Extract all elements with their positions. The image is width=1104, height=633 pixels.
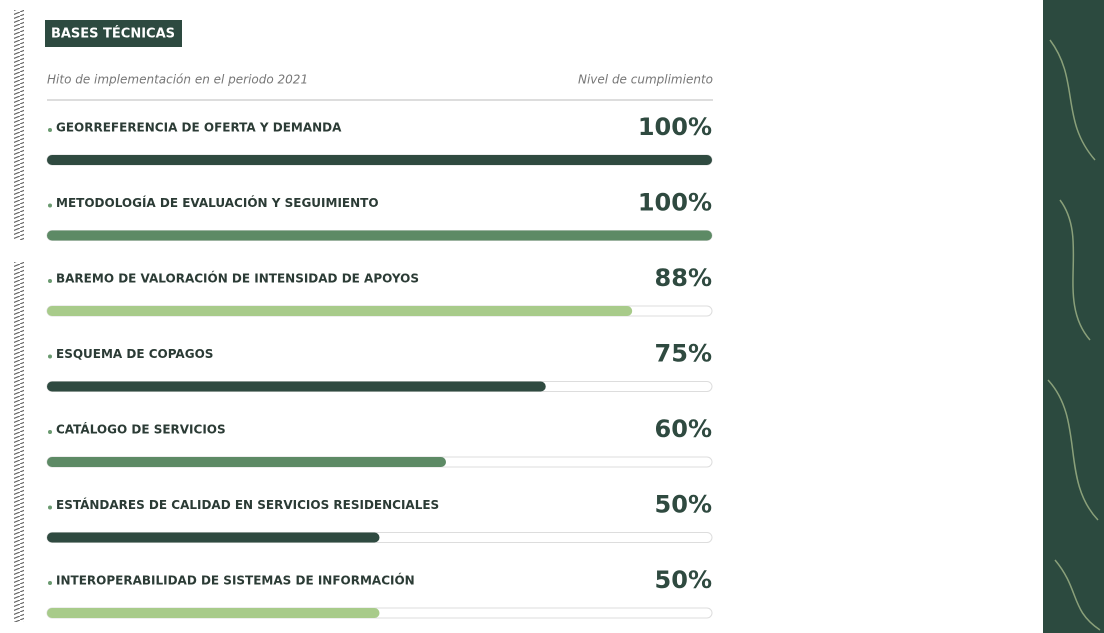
item-label: METODOLOGÍA DE EVALUACIÓN Y SEGUIMIENTO (56, 195, 379, 210)
item-label: GEORREFERENCIA DE OFERTA Y DEMANDA (56, 121, 342, 135)
value-header: Nivel de cumplimiento (578, 73, 713, 87)
value-label: 100% (638, 189, 712, 217)
bullet (48, 506, 52, 510)
side-panel (1043, 0, 1104, 633)
bullet (48, 279, 52, 283)
item-label: ESTÁNDARES DE CALIDAD EN SERVICIOS RESID… (56, 497, 439, 512)
item-label: BAREMO DE VALORACIÓN DE INTENSIDAD DE AP… (56, 271, 419, 286)
page: BASES TÉCNICAS Hito de implementación en… (0, 0, 1104, 633)
value-label: 60% (655, 415, 712, 443)
title: BASES TÉCNICAS (51, 26, 175, 42)
bar (47, 306, 632, 316)
value-label: 50% (655, 566, 712, 594)
category-header: Hito de implementación en el periodo 202… (47, 73, 308, 87)
value-label: 88% (655, 264, 712, 292)
value-label: 75% (655, 340, 712, 368)
bar (47, 155, 712, 165)
edge-decoration (14, 10, 24, 240)
bullet (48, 581, 52, 585)
edge-decoration (14, 262, 24, 622)
bar (47, 382, 546, 392)
bullet (48, 128, 52, 132)
bar (47, 533, 380, 543)
bullet (48, 355, 52, 359)
item-label: ESQUEMA DE COPAGOS (56, 347, 213, 361)
item-label: INTEROPERABILIDAD DE SISTEMAS DE INFORMA… (56, 573, 415, 588)
item-label: CATÁLOGO DE SERVICIOS (56, 422, 226, 437)
bar (47, 231, 712, 241)
value-label: 50% (655, 491, 712, 519)
value-label: 100% (638, 113, 712, 141)
bullet (48, 204, 52, 208)
bullet (48, 430, 52, 434)
bar (47, 608, 380, 618)
bar (47, 457, 446, 467)
